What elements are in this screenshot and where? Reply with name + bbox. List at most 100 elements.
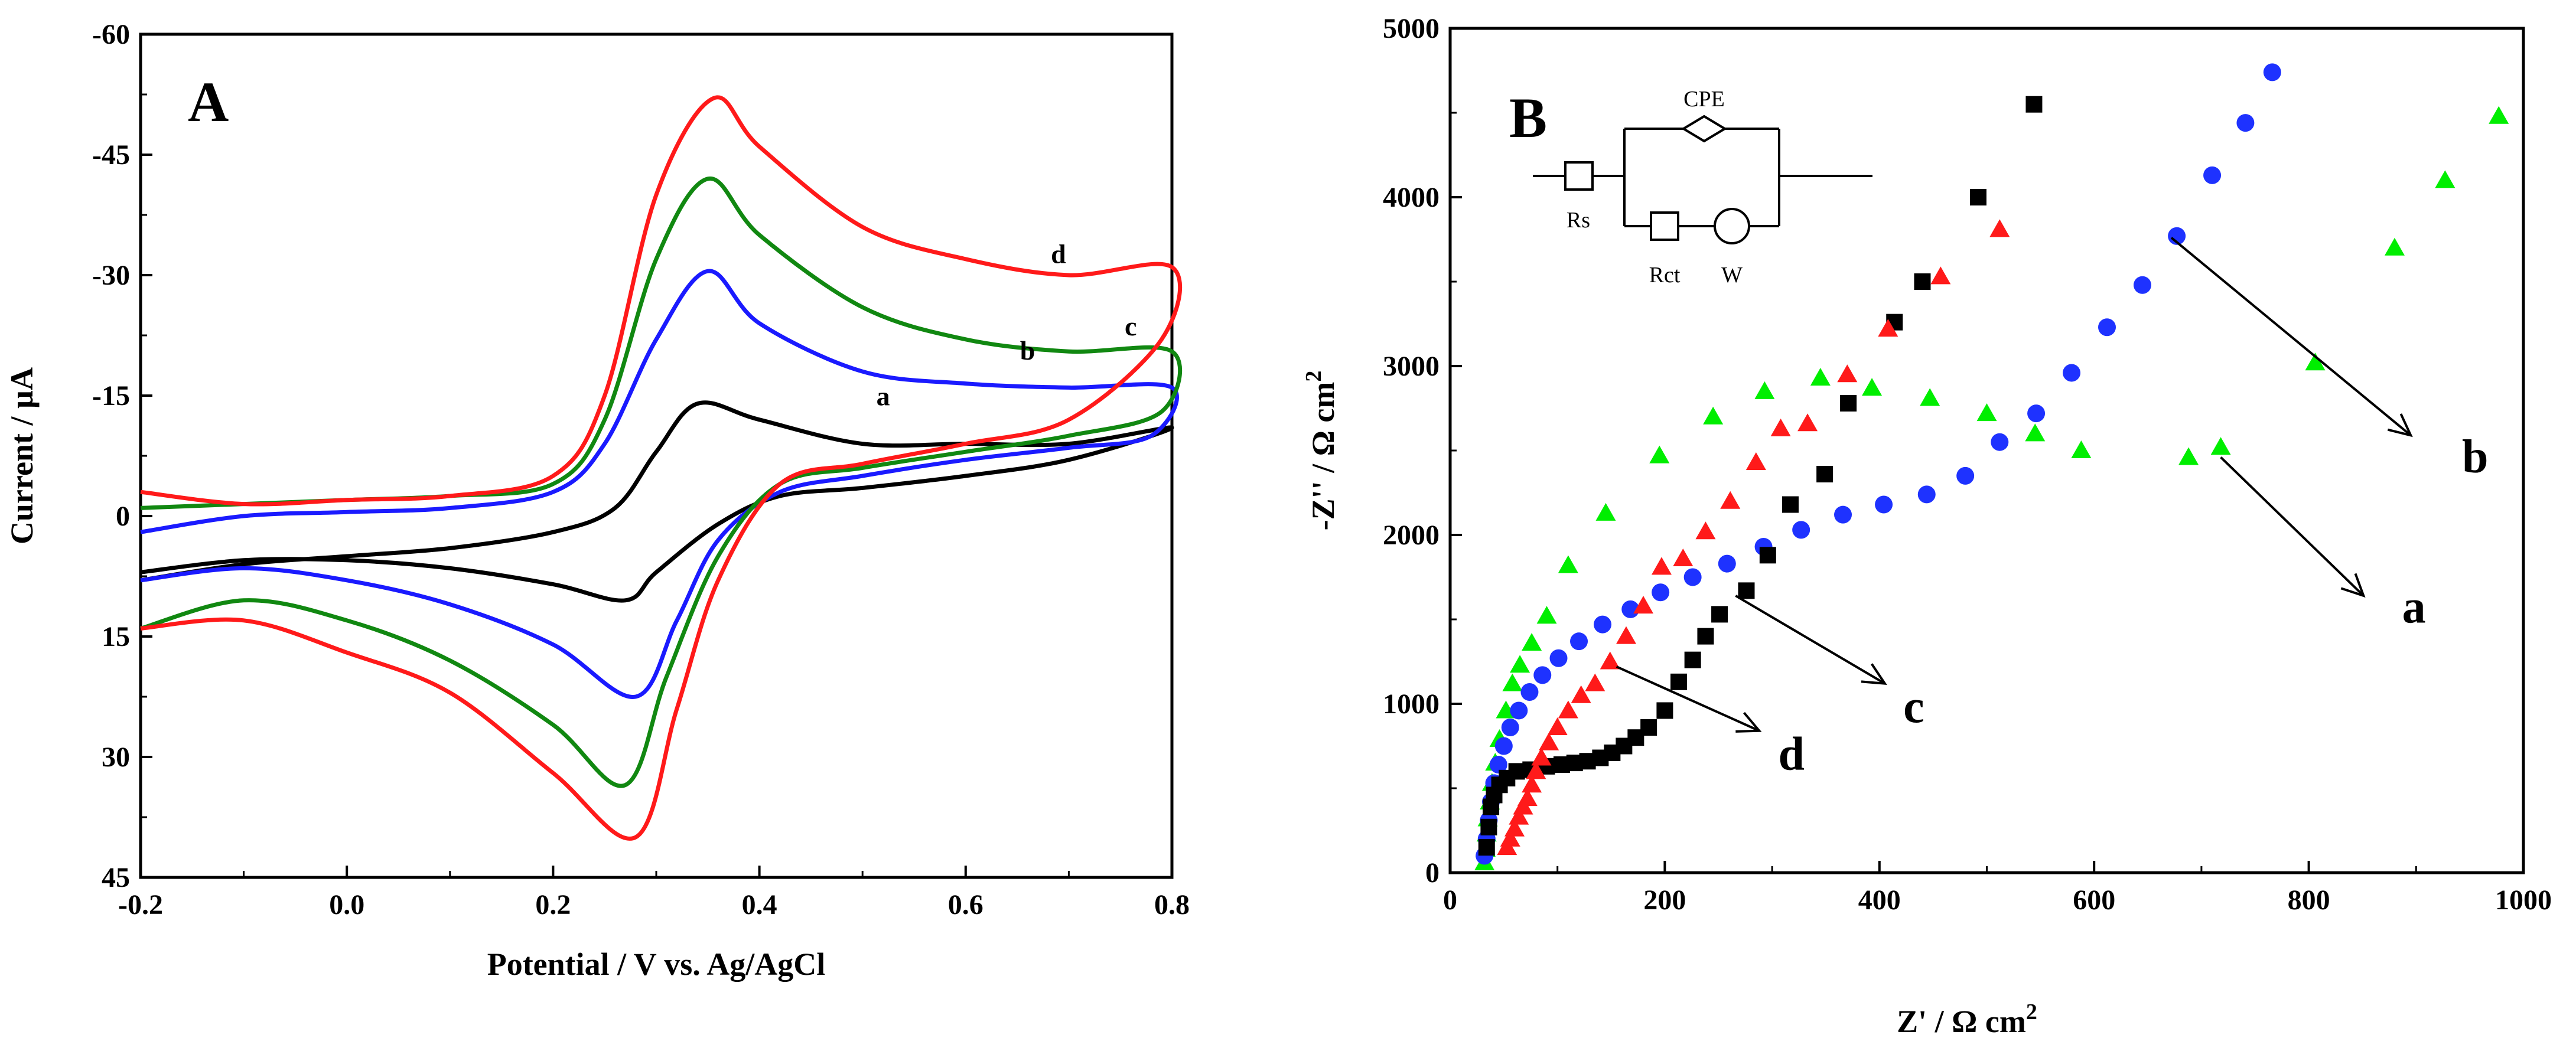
arrow-label-c: c	[1903, 681, 1924, 733]
point-c	[1759, 547, 1776, 564]
x-tick-label-b: 200	[1643, 884, 1686, 916]
y-tick-label-a: 30	[102, 742, 130, 773]
point-b	[2203, 166, 2222, 184]
x-axis-label-b-sup: 2	[2026, 1000, 2037, 1024]
point-b	[1718, 554, 1736, 573]
point-b	[2236, 114, 2255, 132]
point-a	[1810, 368, 1831, 386]
point-a	[1862, 378, 1883, 396]
point-d	[1522, 775, 1542, 793]
arrow-label-a: a	[2402, 582, 2426, 634]
arrow-line-c	[1735, 595, 1885, 685]
point-d	[1509, 807, 1529, 825]
point-c	[1914, 273, 1931, 290]
w-label: W	[1721, 263, 1743, 288]
point-b	[2263, 63, 2281, 81]
series-d	[1497, 219, 2010, 856]
series-arrows: b a c d	[1616, 237, 2488, 781]
point-b	[2027, 404, 2046, 423]
y-axis-label-b-sup: 2	[1301, 371, 1326, 382]
point-b	[1520, 683, 1539, 701]
arrow-head-d	[1735, 711, 1762, 733]
series-c	[1478, 96, 2043, 856]
point-b	[1991, 433, 2009, 451]
warburg-element	[1714, 208, 1750, 244]
point-a	[2489, 106, 2509, 124]
cv-curve-a	[140, 400, 1174, 603]
point-c	[1684, 651, 1701, 668]
point-d	[1504, 818, 1525, 837]
point-d	[1770, 418, 1791, 436]
point-b	[1652, 583, 1670, 602]
arrow-label-d: d	[1779, 729, 1805, 781]
y-axis-label-a: Current / µA	[4, 367, 40, 544]
y-tick-label-a: 0	[116, 501, 130, 532]
x-tick-label-b: 400	[1858, 884, 1901, 916]
point-d	[1720, 491, 1741, 509]
point-d	[1989, 219, 2010, 237]
point-d	[1526, 761, 1546, 779]
x-axis-label-b-text: Z' / Ω cm	[1897, 1004, 2026, 1038]
point-a	[2305, 352, 2326, 371]
point-c	[1656, 702, 1673, 719]
point-c	[2025, 96, 2043, 113]
eis-chart: 0 200 400 600 800 1000 0 1000 2000 3000 4000 5000 b…	[1301, 13, 2552, 1038]
x-tick-label-a: 0.6	[948, 889, 983, 921]
cv-curve-d	[140, 95, 1183, 841]
point-d	[1695, 521, 1716, 540]
x-axis-label-a: Potential / V vs. Ag/AgCl	[487, 946, 826, 982]
series-a	[1474, 106, 2509, 870]
point-d	[1600, 651, 1620, 670]
point-b	[1917, 485, 1936, 504]
point-c	[1816, 466, 1834, 483]
point-d	[1539, 732, 1559, 750]
point-b	[1489, 755, 1507, 773]
x-tick-label-b: 0	[1443, 884, 1457, 916]
point-a	[1558, 555, 1578, 573]
point-d	[1797, 413, 1818, 432]
y-tick-label-b: 4000	[1383, 182, 1440, 213]
arrow-line-b	[2170, 237, 2412, 436]
point-c	[1478, 839, 1495, 856]
point-d	[1930, 266, 1951, 285]
rs-label: Rs	[1567, 208, 1590, 233]
y-tick-label-a: -45	[92, 139, 130, 171]
point-a	[1920, 388, 1940, 406]
point-c	[1711, 606, 1728, 623]
point-c	[1697, 628, 1714, 645]
point-b	[1683, 568, 1702, 586]
curve-label-d: d	[1051, 239, 1066, 269]
arrow-line-d	[1616, 665, 1760, 732]
y-tick-label-b: 2000	[1383, 520, 1440, 551]
y-axis-label-b-text: -Z'' / Ω cm	[1305, 382, 1341, 531]
point-a	[1522, 633, 1542, 651]
arrow-head-a	[2340, 573, 2366, 598]
point-c	[1480, 818, 1497, 835]
x-axis-label-b: Z' / Ω cm2	[1897, 1000, 2037, 1038]
y-axis-label-b: -Z'' / Ω cm2	[1301, 371, 1341, 531]
point-d	[1673, 549, 1694, 567]
point-a	[1595, 502, 1616, 521]
point-b	[1494, 737, 1513, 755]
point-b	[2168, 227, 2186, 245]
curve-label-a: a	[877, 381, 890, 411]
point-d	[1616, 626, 1636, 644]
x-tick-label-a: 0.0	[329, 889, 364, 921]
y-tick-label-b: 3000	[1383, 351, 1440, 382]
y-tick-label-a: 15	[102, 621, 130, 652]
point-d	[1837, 364, 1858, 383]
curve-label-c: c	[1125, 311, 1136, 341]
point-c	[1840, 394, 1857, 412]
x-tick-label-b: 800	[2288, 884, 2330, 916]
equivalent-circuit	[1533, 115, 1872, 244]
cpe-element	[1681, 115, 1727, 143]
point-b	[1549, 649, 1568, 667]
point-c	[1508, 763, 1525, 780]
y-tick-label-a: -30	[92, 260, 130, 291]
x-tick-label-b: 1000	[2495, 884, 2552, 916]
point-a	[1703, 406, 1724, 425]
point-b	[1792, 521, 1810, 539]
point-b	[2063, 364, 2081, 382]
x-tick-label-a: 0.4	[742, 889, 777, 921]
